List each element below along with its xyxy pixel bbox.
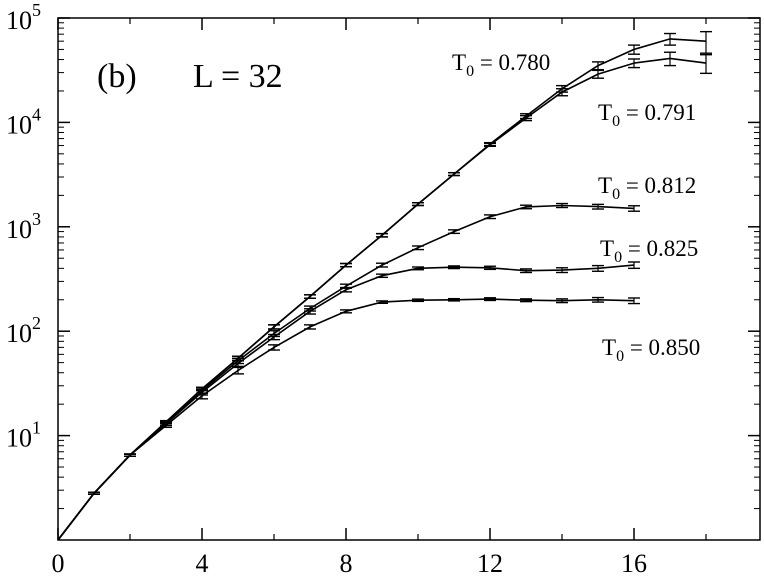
error-bar bbox=[592, 69, 604, 79]
x-tick-label: 12 bbox=[477, 549, 503, 576]
y-tick-label: 105 bbox=[6, 0, 41, 35]
error-bar bbox=[484, 214, 496, 220]
error-bar bbox=[160, 423, 172, 429]
series-label-2: T0 = 0.812 bbox=[598, 173, 696, 203]
series-line-3 bbox=[57, 264, 635, 541]
error-bar bbox=[124, 453, 136, 457]
error-bar bbox=[520, 204, 532, 210]
y-tick-label: 102 bbox=[6, 313, 41, 348]
error-bar bbox=[628, 58, 640, 69]
error-bar bbox=[520, 268, 532, 274]
error-bar bbox=[268, 324, 280, 330]
error-bar bbox=[412, 298, 424, 303]
series-label-0: T0 = 0.780 bbox=[452, 50, 550, 80]
error-bar bbox=[340, 286, 352, 293]
error-bar bbox=[520, 298, 532, 303]
error-bar bbox=[376, 232, 388, 238]
error-bar bbox=[448, 229, 460, 235]
error-bar bbox=[700, 54, 712, 75]
error-bar bbox=[700, 30, 712, 54]
series-line-1 bbox=[57, 57, 707, 541]
error-bar bbox=[340, 309, 352, 314]
error-bar bbox=[556, 88, 568, 97]
error-bar bbox=[376, 262, 388, 268]
error-bar bbox=[304, 294, 316, 299]
series-line-2 bbox=[57, 204, 635, 541]
series-label-3: T0 = 0.825 bbox=[600, 236, 698, 266]
x-tick-label: 16 bbox=[621, 549, 647, 576]
x-tick-label: 8 bbox=[340, 549, 353, 576]
error-bar bbox=[232, 360, 244, 368]
error-bar bbox=[268, 333, 280, 341]
error-bar bbox=[448, 297, 460, 302]
error-bar bbox=[448, 171, 460, 177]
error-bar bbox=[376, 300, 388, 305]
error-bar bbox=[484, 265, 496, 271]
error-bar bbox=[412, 245, 424, 251]
series-label-1: T0 = 0.791 bbox=[598, 100, 696, 130]
error-bar bbox=[304, 324, 316, 330]
series-label-4: T0 = 0.850 bbox=[602, 335, 700, 365]
error-bar bbox=[628, 205, 640, 212]
error-bar bbox=[556, 202, 568, 209]
plot-frame bbox=[57, 17, 761, 541]
x-tick-label: 0 bbox=[52, 549, 65, 576]
y-tick-label: 101 bbox=[6, 418, 41, 453]
size-label: L = 32 bbox=[193, 58, 283, 95]
error-bar bbox=[484, 142, 496, 148]
error-bar bbox=[520, 114, 532, 122]
error-bar bbox=[556, 267, 568, 274]
error-bar bbox=[664, 32, 676, 46]
error-bar bbox=[484, 297, 496, 302]
error-bar bbox=[628, 261, 640, 270]
error-bar bbox=[412, 266, 424, 271]
error-bar bbox=[628, 44, 640, 55]
error-bar bbox=[592, 61, 604, 71]
error-bar bbox=[628, 297, 640, 305]
x-tick-label: 4 bbox=[196, 549, 209, 576]
error-bar bbox=[196, 392, 208, 400]
error-bar bbox=[448, 265, 460, 270]
error-bar bbox=[592, 296, 604, 303]
error-bar bbox=[88, 491, 100, 495]
y-tick-label: 104 bbox=[6, 104, 41, 139]
error-bar bbox=[592, 203, 604, 210]
error-bar bbox=[304, 308, 316, 315]
error-bar bbox=[232, 366, 244, 375]
y-tick-label: 103 bbox=[6, 209, 41, 244]
error-bar bbox=[340, 262, 352, 268]
error-bar bbox=[268, 344, 280, 351]
error-bar bbox=[592, 264, 604, 272]
series-line-4 bbox=[57, 298, 635, 541]
error-bar bbox=[412, 202, 424, 207]
error-bar bbox=[556, 298, 568, 304]
panel-label: (b) bbox=[97, 58, 137, 95]
error-bar bbox=[664, 51, 676, 67]
error-bar bbox=[376, 273, 388, 279]
